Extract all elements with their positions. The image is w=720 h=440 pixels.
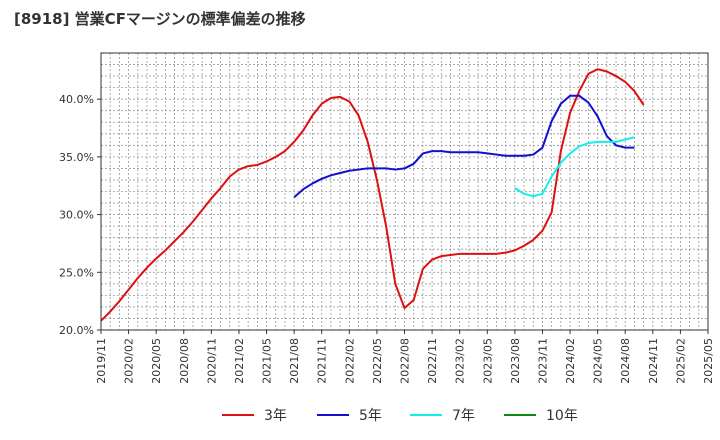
legend-swatch-5y <box>317 414 349 416</box>
x-tick-label: 2022/02 <box>343 338 356 384</box>
x-tick-label: 2021/08 <box>288 338 301 384</box>
series-line-0 <box>100 68 645 322</box>
x-tick-label: 2021/05 <box>261 338 274 384</box>
x-tick-label: 2020/11 <box>205 338 218 384</box>
x-tick-label: 2024/08 <box>619 338 632 384</box>
x-tick-label: 2022/05 <box>371 338 384 384</box>
y-tick-label: 40.0% <box>59 93 94 106</box>
x-tick-label: 2020/08 <box>178 338 191 384</box>
line-chart: 20.0% 25.0% 30.0% 35.0% 40.0% 2019/11 2020/02… <box>59 52 715 384</box>
legend-label-7y: 7年 <box>452 408 475 424</box>
legend-item-10y[interactable]: 10年 <box>504 404 578 426</box>
x-tick-label: 2024/05 <box>592 338 605 384</box>
series-line-1 <box>293 94 635 199</box>
legend-swatch-3y <box>222 414 254 416</box>
y-tick-label: 35.0% <box>59 151 94 164</box>
grid-lines <box>100 52 709 331</box>
x-tick-label: 2020/05 <box>150 338 163 384</box>
legend-label-10y: 10年 <box>546 408 578 424</box>
legend-swatch-7y <box>410 414 442 416</box>
x-tick-label: 2019/11 <box>95 338 108 384</box>
x-tick-label: 2021/02 <box>233 338 246 384</box>
x-tick-label: 2024/02 <box>564 338 577 384</box>
legend-item-5y[interactable]: 5年 <box>317 404 382 426</box>
legend-item-7y[interactable]: 7年 <box>410 404 475 426</box>
series-lines <box>100 68 645 322</box>
legend-label-3y: 3年 <box>264 408 287 424</box>
x-tick-label: 2023/05 <box>481 338 494 384</box>
x-tick-label: 2025/02 <box>674 338 687 384</box>
legend-item-3y[interactable]: 3年 <box>222 404 287 426</box>
x-axis: 2019/11 2020/02 2020/05 2020/08 2020/11 2021/… <box>95 330 715 384</box>
x-tick-label: 2022/08 <box>399 338 412 384</box>
x-tick-label: 2024/11 <box>647 338 660 384</box>
x-tick-label: 2023/08 <box>509 338 522 384</box>
x-tick-label: 2023/02 <box>454 338 467 384</box>
legend: 3年 5年 7年 10年 <box>0 400 720 430</box>
y-tick-label: 30.0% <box>59 209 94 222</box>
y-axis: 20.0% 25.0% 30.0% 35.0% 40.0% <box>59 93 101 337</box>
legend-label-5y: 5年 <box>359 408 382 424</box>
x-tick-label: 2020/02 <box>123 338 136 384</box>
x-tick-label: 2023/11 <box>536 338 549 384</box>
legend-swatch-10y <box>504 414 536 416</box>
y-tick-label: 25.0% <box>59 266 94 279</box>
chart-title: [8918] 営業CFマージンの標準偏差の推移 <box>14 10 306 28</box>
x-tick-label: 2022/11 <box>426 338 439 384</box>
y-tick-label: 20.0% <box>59 324 94 337</box>
x-tick-label: 2021/11 <box>316 338 329 384</box>
series-line-2 <box>514 136 635 198</box>
x-tick-label: 2025/05 <box>702 338 715 384</box>
